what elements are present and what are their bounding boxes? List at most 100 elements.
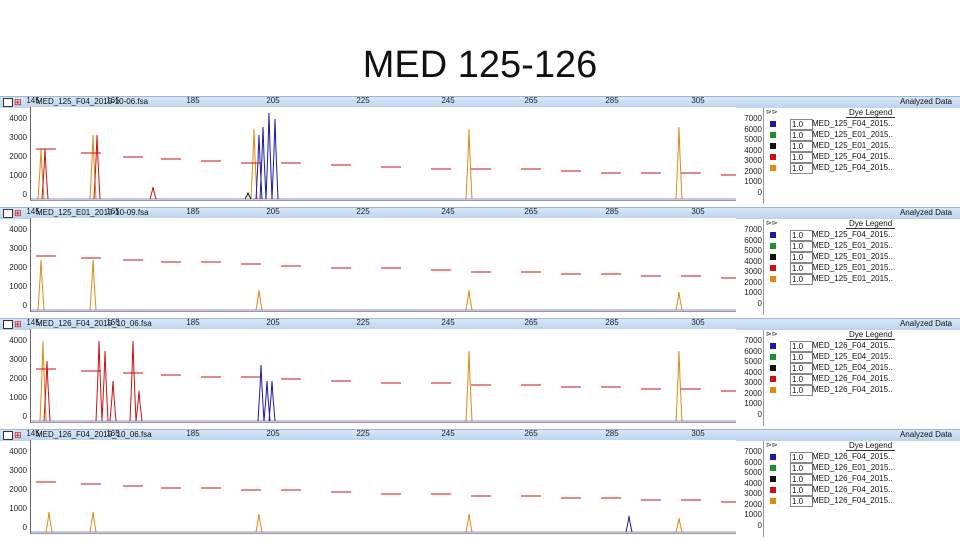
panel-checkbox[interactable] <box>3 98 13 107</box>
dye-color-swatch-icon <box>770 143 776 149</box>
panel-checkbox[interactable] <box>3 320 13 329</box>
dye-color-swatch-icon <box>770 487 776 493</box>
panel-header: ⊞ MED_125_E01_2015-10-09.fsa Analyzed Data… <box>0 207 960 219</box>
dye-scale-input[interactable]: 1.0 <box>790 485 813 496</box>
trace-peak <box>271 118 279 200</box>
legend-row[interactable]: 1.0 MED_125_E04_2015.. <box>768 363 958 374</box>
y-right-tick-label: 7000 <box>744 336 762 345</box>
y-left-tick-label: 0 <box>22 412 27 421</box>
dye-sample-label: MED_126_F04_2015.. <box>812 374 893 383</box>
dye-scale-input[interactable]: 1.0 <box>790 230 813 241</box>
dye-scale-input[interactable]: 1.0 <box>790 463 813 474</box>
legend-row[interactable]: 1.0 MED_126_F04_2015.. <box>768 496 958 507</box>
legend-row[interactable]: 1.0 MED_126_F04_2015.. <box>768 485 958 496</box>
sample-icon[interactable]: ⊞ <box>14 319 22 329</box>
sample-file-name: MED_126_F04_2015_10_06.fsa <box>36 430 152 439</box>
legend-row[interactable]: 1.0 MED_125_E04_2015.. <box>768 352 958 363</box>
dye-scale-input[interactable]: 1.0 <box>790 274 813 285</box>
legend-row[interactable]: 1.0 MED_125_F04_2015.. <box>768 152 958 163</box>
dye-color-swatch-icon <box>770 465 776 471</box>
x-tick-label: 245 <box>441 318 455 327</box>
dye-scale-input[interactable]: 1.0 <box>790 252 813 263</box>
electropherogram-panel: ⊞ MED_126_F04_2015_10_06.fsa Analyzed Data… <box>0 429 960 539</box>
x-tick-label: 205 <box>266 429 280 438</box>
y-left-tick-label: 0 <box>22 301 27 310</box>
trace-plot[interactable] <box>30 329 736 423</box>
dye-sample-label: MED_126_E01_2015.. <box>812 463 893 472</box>
sample-icon[interactable]: ⊞ <box>14 97 22 107</box>
trace-peak <box>135 390 143 422</box>
legend-row[interactable]: 1.0 MED_126_F04_2015.. <box>768 474 958 485</box>
trace-peak <box>465 350 473 422</box>
sample-icon[interactable]: ⊞ <box>14 430 22 440</box>
dye-scale-input[interactable]: 1.0 <box>790 341 813 352</box>
trace-peak <box>675 291 683 311</box>
legend-row[interactable]: 1.0 MED_125_E01_2015.. <box>768 274 958 285</box>
dye-scale-input[interactable]: 1.0 <box>790 130 813 141</box>
legend-row[interactable]: 1.0 MED_125_E01_2015.. <box>768 141 958 152</box>
dye-scale-input[interactable]: 1.0 <box>790 363 813 374</box>
legend-expand-icon[interactable]: ⊳⊳ <box>766 220 778 227</box>
x-tick-label: 245 <box>441 96 455 105</box>
legend-row[interactable]: 1.0 MED_126_E01_2015.. <box>768 463 958 474</box>
trace-peak <box>41 148 49 200</box>
dye-color-swatch-icon <box>770 154 776 160</box>
dye-color-swatch-icon <box>770 121 776 127</box>
dye-legend: ⊳⊳ Dye Legend 1.0 MED_126_F04_2015.. 1.0 MED_… <box>763 441 960 537</box>
dye-sample-label: MED_126_F04_2015.. <box>812 474 893 483</box>
dye-scale-input[interactable]: 1.0 <box>790 474 813 485</box>
dye-scale-input[interactable]: 1.0 <box>790 452 813 463</box>
y-right-tick-label: 7000 <box>744 225 762 234</box>
trace-svg <box>31 112 736 200</box>
x-tick-label: 245 <box>441 207 455 216</box>
legend-row[interactable]: 1.0 MED_125_E01_2015.. <box>768 241 958 252</box>
trace-plot[interactable] <box>30 218 736 312</box>
legend-row[interactable]: 1.0 MED_126_F04_2015.. <box>768 341 958 352</box>
dye-scale-input[interactable]: 1.0 <box>790 496 813 507</box>
y-left-tick-label: 4000 <box>9 114 27 123</box>
x-tick-label: 305 <box>691 429 705 438</box>
trace-svg <box>31 481 736 533</box>
dye-scale-input[interactable]: 1.0 <box>790 141 813 152</box>
dye-scale-input[interactable]: 1.0 <box>790 241 813 252</box>
trace-plot[interactable] <box>30 440 736 534</box>
trace-peak <box>259 126 267 200</box>
dye-scale-input[interactable]: 1.0 <box>790 152 813 163</box>
legend-expand-icon[interactable]: ⊳⊳ <box>766 331 778 338</box>
panel-checkbox[interactable] <box>3 209 13 218</box>
dye-scale-input[interactable]: 1.0 <box>790 263 813 274</box>
legend-row[interactable]: 1.0 MED_125_F04_2015.. <box>768 163 958 174</box>
dye-scale-input[interactable]: 1.0 <box>790 352 813 363</box>
y-right-tick-label: 2000 <box>744 499 762 509</box>
trace-peak <box>263 380 271 422</box>
y-right-tick-label: 2000 <box>744 277 762 287</box>
trace-peak <box>675 126 683 200</box>
legend-row[interactable]: 1.0 MED_125_E01_2015.. <box>768 130 958 141</box>
x-tick-label: 185 <box>186 318 200 327</box>
dye-scale-input[interactable]: 1.0 <box>790 119 813 130</box>
sample-icon[interactable]: ⊞ <box>14 208 22 218</box>
x-tick-label: 245 <box>441 429 455 438</box>
electropherogram-panel: ⊞ MED_125_F04_2015-10-06.fsa Analyzed Data… <box>0 96 960 206</box>
legend-row[interactable]: 1.0 MED_125_E01_2015.. <box>768 252 958 263</box>
y-left-tick-label: 1000 <box>9 393 27 402</box>
dye-scale-input[interactable]: 1.0 <box>790 163 813 174</box>
legend-expand-icon[interactable]: ⊳⊳ <box>766 109 778 116</box>
legend-row[interactable]: 1.0 MED_126_F04_2015.. <box>768 385 958 396</box>
legend-row[interactable]: 1.0 MED_125_E01_2015.. <box>768 263 958 274</box>
y-right-tick-label: 1000 <box>744 399 762 408</box>
legend-row[interactable]: 1.0 MED_125_F04_2015.. <box>768 119 958 130</box>
legend-row[interactable]: 1.0 MED_125_F04_2015.. <box>768 230 958 241</box>
legend-expand-icon[interactable]: ⊳⊳ <box>766 442 778 449</box>
y-left-tick-label: 2000 <box>9 263 27 272</box>
dye-scale-input[interactable]: 1.0 <box>790 385 813 396</box>
y-left-tick-label: 4000 <box>9 447 27 456</box>
dye-color-swatch-icon <box>770 254 776 260</box>
panel-checkbox[interactable] <box>3 431 13 440</box>
dye-scale-input[interactable]: 1.0 <box>790 374 813 385</box>
legend-row[interactable]: 1.0 MED_126_F04_2015.. <box>768 452 958 463</box>
panel-header: ⊞ MED_126_F04_2015_10_06.fsa Analyzed Data… <box>0 318 960 330</box>
legend-row[interactable]: 1.0 MED_126_F04_2015.. <box>768 374 958 385</box>
x-tick-label: 165 <box>106 96 120 105</box>
trace-plot[interactable] <box>30 107 736 201</box>
